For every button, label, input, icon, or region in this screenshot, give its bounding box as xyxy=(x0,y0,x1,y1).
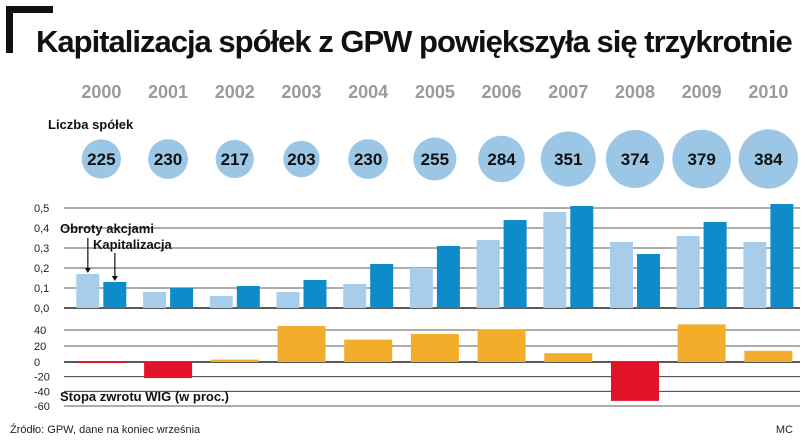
ytick-top-3: 0,2 xyxy=(34,263,49,275)
year-label-2004: 2004 xyxy=(348,82,388,102)
bar-wig-2002 xyxy=(210,359,259,362)
bar-wig-2004 xyxy=(344,339,393,362)
company-count-value-2007: 351 xyxy=(554,150,582,169)
bar-turnover-2002 xyxy=(209,296,233,308)
bar-capitalization-2000 xyxy=(103,282,127,308)
bar-turnover-2004 xyxy=(343,284,367,308)
bar-turnover-2006 xyxy=(476,240,500,308)
bar-capitalization-2010 xyxy=(770,204,794,308)
year-label-2008: 2008 xyxy=(615,82,655,102)
company-count-circle-2009 xyxy=(672,129,731,189)
year-label-2006: 2006 xyxy=(482,82,522,102)
bar-wig-2000 xyxy=(77,362,126,363)
bar-capitalization-2002 xyxy=(236,286,260,308)
bar-turnover-2005 xyxy=(409,268,433,308)
bar-capitalization-2006 xyxy=(503,220,527,308)
year-label-2003: 2003 xyxy=(281,82,321,102)
callout-turnover: Obroty akcjami xyxy=(60,221,154,236)
year-label-2009: 2009 xyxy=(682,82,722,102)
bar-wig-2007 xyxy=(544,353,593,362)
author-credit: MC xyxy=(775,424,793,436)
bar-wig-2006 xyxy=(477,329,526,362)
company-count-circle-2001 xyxy=(148,139,188,179)
ytick-top-5: 0,0 xyxy=(34,303,49,315)
year-label-2007: 2007 xyxy=(548,82,588,102)
company-count-value-2010: 384 xyxy=(754,150,783,169)
company-count-value-2000: 225 xyxy=(87,150,115,169)
frame-corner xyxy=(6,6,53,53)
bar-wig-2010 xyxy=(744,350,793,362)
company-count-value-2001: 230 xyxy=(154,150,182,169)
company-count-circle-2000 xyxy=(81,139,121,179)
callout-arrowhead-turnover xyxy=(84,268,91,273)
company-count-circle-2005 xyxy=(413,137,457,181)
company-count-circle-2006 xyxy=(478,135,525,183)
company-count-circle-2003 xyxy=(283,140,320,178)
ytick-top-1: 0,4 xyxy=(34,223,49,235)
company-count-label: Liczba spółek xyxy=(48,117,134,132)
bar-capitalization-2007 xyxy=(570,206,594,308)
ytick-top-4: 0,1 xyxy=(34,283,49,295)
ytick-wig-5: -60 xyxy=(34,401,50,413)
company-count-circle-2008 xyxy=(605,130,664,188)
ytick-wig-3: -20 xyxy=(34,372,50,384)
company-count-circle-2007 xyxy=(540,131,596,187)
bar-capitalization-2004 xyxy=(370,264,394,308)
company-count-circle-2010 xyxy=(738,129,798,189)
chart-title: Kapitalizacja spółek z GPW powiększyła s… xyxy=(36,24,793,59)
bar-turnover-2008 xyxy=(610,242,633,308)
bar-capitalization-2009 xyxy=(703,222,727,308)
ytick-top-0: 0,5 xyxy=(34,203,49,215)
company-count-circle-2004 xyxy=(348,139,389,179)
company-count-circle-2002 xyxy=(215,139,254,179)
year-label-2002: 2002 xyxy=(215,82,255,102)
company-count-value-2002: 217 xyxy=(221,150,249,169)
bar-capitalization-2003 xyxy=(303,280,327,308)
bar-capitalization-2001 xyxy=(170,288,194,308)
company-count-value-2005: 255 xyxy=(421,150,449,169)
bar-turnover-2001 xyxy=(143,292,167,308)
year-label-2001: 2001 xyxy=(148,82,188,102)
bar-capitalization-2008 xyxy=(637,254,660,308)
bar-wig-2009 xyxy=(677,324,726,362)
source-note: Źródło: GPW, dane na koniec września xyxy=(10,424,201,436)
ytick-top-2: 0,3 xyxy=(34,243,49,255)
bar-wig-2008 xyxy=(611,362,659,401)
bar-turnover-2003 xyxy=(276,292,300,308)
year-label-2010: 2010 xyxy=(748,82,788,102)
bar-turnover-2007 xyxy=(543,212,567,308)
bar-turnover-2009 xyxy=(676,236,700,308)
ytick-wig-1: 20 xyxy=(34,341,46,353)
wig-label: Stopa zwrotu WIG (w proc.) xyxy=(60,389,229,404)
ytick-wig-0: 40 xyxy=(34,325,46,337)
callout-capitalization: Kapitalizacja xyxy=(93,237,173,252)
company-count-value-2008: 374 xyxy=(621,150,650,169)
company-count-value-2009: 379 xyxy=(687,150,715,169)
ytick-wig-2: 0 xyxy=(34,357,40,369)
bar-capitalization-2005 xyxy=(436,246,460,308)
company-count-value-2004: 230 xyxy=(354,150,382,169)
year-label-2005: 2005 xyxy=(415,82,455,102)
company-count-value-2006: 284 xyxy=(487,150,516,169)
bar-turnover-2010 xyxy=(743,242,767,308)
year-label-2000: 2000 xyxy=(81,82,121,102)
company-count-value-2003: 203 xyxy=(287,150,315,169)
bar-turnover-2000 xyxy=(76,274,100,308)
bar-wig-2003 xyxy=(277,326,326,362)
ytick-wig-4: -40 xyxy=(34,386,50,398)
bar-wig-2005 xyxy=(410,334,459,362)
callout-arrowhead-capitalization xyxy=(111,276,118,281)
bar-wig-2001 xyxy=(144,362,193,379)
